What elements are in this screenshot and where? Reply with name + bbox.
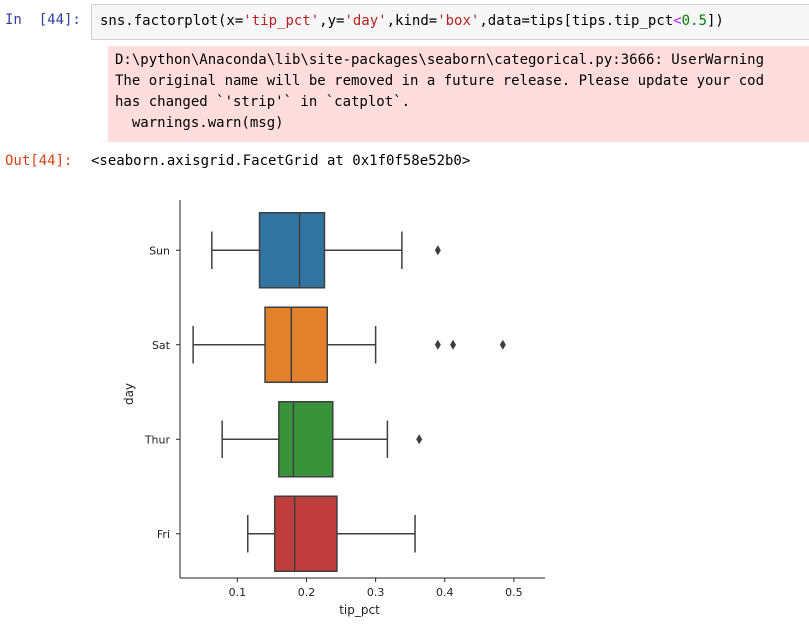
y-axis-label: day — [122, 383, 136, 405]
stderr-line: warnings.warn(msg) — [115, 115, 284, 131]
output-text: <seaborn.axisgrid.FacetGrid at 0x1f0f58e… — [91, 153, 471, 169]
stderr-line: D:\python\Anaconda\lib\site-packages\sea… — [115, 52, 765, 68]
outlier-point — [416, 434, 423, 445]
code-arg-x: 'tip_pct' — [243, 13, 320, 29]
outlier-point — [434, 339, 441, 350]
input-cell: In [44]: sns.factorplot(x='tip_pct',y='d… — [0, 0, 809, 44]
box-thur — [278, 401, 334, 478]
x-tick-label: 0.2 — [298, 586, 316, 599]
x-axis-label: tip_pct — [339, 603, 380, 617]
code-sep-1: ,y= — [319, 13, 345, 29]
code-end: ]) — [706, 13, 724, 29]
x-tick-label: 0.1 — [229, 586, 247, 599]
input-prompt: In [44]: — [5, 12, 81, 28]
x-tick-label: 0.4 — [436, 586, 454, 599]
y-tick-label: Fri — [157, 528, 170, 541]
y-tick-label: Sat — [152, 339, 171, 352]
x-tick-label: 0.5 — [505, 586, 523, 599]
stderr-output: D:\python\Anaconda\lib\site-packages\sea… — [108, 46, 809, 142]
box-fri — [273, 495, 338, 572]
stderr-line: has changed `'strip'` in `catplot`. — [115, 94, 411, 110]
code-sep-2: ,kind= — [386, 13, 438, 29]
y-tick-label: Thur — [144, 433, 171, 446]
code-number: 0.5 — [681, 13, 707, 29]
x-tick-label: 0.3 — [367, 586, 385, 599]
outlier-point — [434, 245, 441, 256]
outlier-point — [450, 339, 457, 350]
code-sep-3: ,data=tips[tips.tip_pct — [479, 13, 674, 29]
code-arg-y: 'day' — [344, 13, 387, 29]
code-operator: < — [673, 13, 682, 29]
code-fn: sns.factorplot(x= — [100, 13, 244, 29]
code-line[interactable]: sns.factorplot(x='tip_pct',y='day',kind=… — [100, 13, 724, 29]
box-sun — [258, 212, 326, 289]
code-editor[interactable]: sns.factorplot(x='tip_pct',y='day',kind=… — [91, 4, 809, 40]
stderr-line: The original name will be removed in a f… — [115, 73, 765, 89]
y-tick-label: Sun — [149, 244, 170, 257]
box-sat — [264, 306, 328, 383]
outlier-point — [499, 339, 506, 350]
output-prompt: Out[44]: — [5, 153, 73, 169]
code-arg-kind: 'box' — [437, 13, 480, 29]
